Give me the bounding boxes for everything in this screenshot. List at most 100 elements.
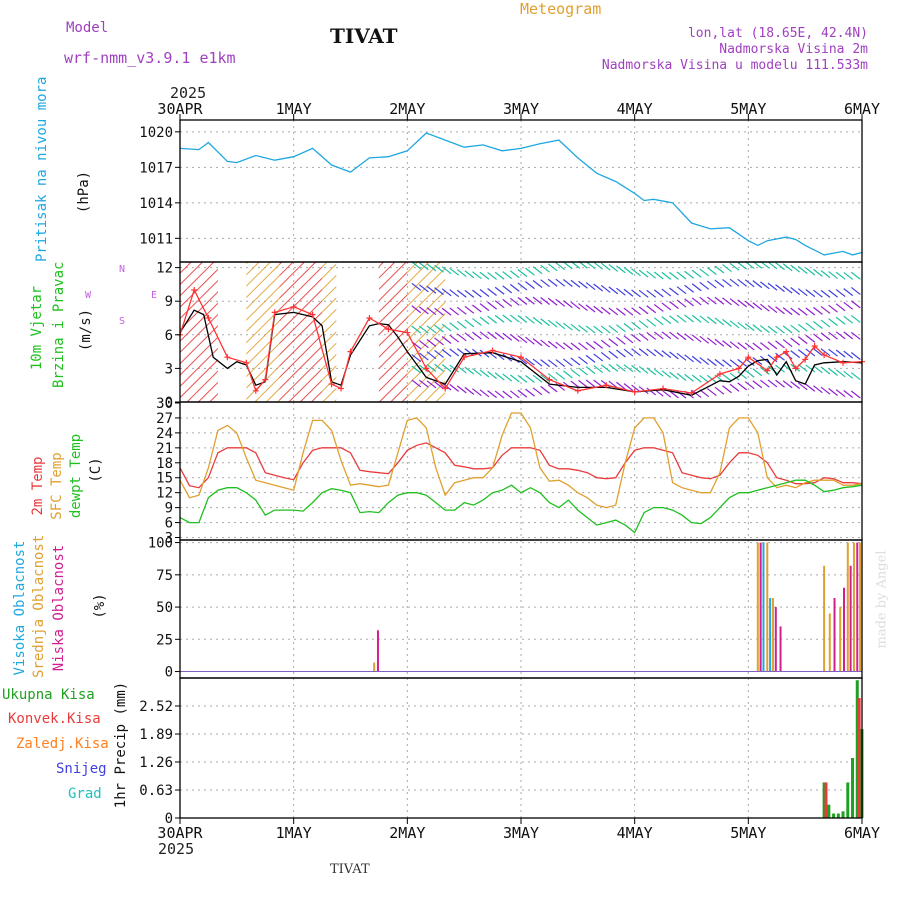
wind-arrow — [638, 348, 649, 357]
x-tick-label-bottom: 3MAY — [503, 824, 539, 842]
wind-arrow — [850, 286, 861, 295]
wind-gust-marker — [328, 381, 335, 388]
wind-arrow — [479, 316, 490, 325]
wind-arrow — [494, 300, 505, 309]
wind-arrow — [525, 296, 535, 305]
wind-arrow — [699, 315, 710, 324]
wind-arrow — [570, 368, 581, 377]
wind-arrow — [593, 340, 604, 349]
wind-arrow — [525, 336, 535, 345]
x-tick-label-top: 6MAY — [844, 100, 880, 118]
wind-arrow — [502, 271, 513, 280]
wind-gust-marker — [631, 388, 638, 395]
wind-arrow — [699, 268, 710, 277]
wind-arrow — [608, 263, 619, 272]
wind-arrow — [441, 323, 452, 332]
wind-arrow — [593, 283, 604, 292]
precip-bar-conv — [824, 782, 828, 818]
wind-arrow — [706, 280, 717, 289]
wind-arrow — [411, 379, 422, 388]
wind-arrow — [820, 366, 831, 375]
wind-arrow-row — [411, 314, 861, 334]
wind-arrow — [729, 320, 740, 329]
wind-arrow — [737, 299, 748, 308]
wind-arrow — [706, 337, 717, 346]
wind-arrow — [797, 307, 808, 316]
x-tick-label-top: 1MAY — [276, 100, 312, 118]
wind-arrow — [449, 322, 460, 331]
wind-arrow — [517, 389, 528, 398]
wind-arrow — [517, 335, 528, 344]
gust-hatch-area — [246, 262, 280, 402]
wind-arrow — [722, 264, 732, 273]
wind-arrow — [593, 305, 604, 314]
wind-arrow — [540, 385, 550, 394]
wind-arrow — [456, 269, 467, 278]
wind-arrow — [479, 288, 490, 297]
wind-arrow — [782, 339, 793, 348]
wind-arrow — [691, 374, 702, 383]
wind-arrow — [585, 304, 596, 313]
wind-arrow — [638, 332, 649, 341]
model-name: wrf-nmm_v3.9.1 e1km — [64, 49, 236, 67]
wind-gust-marker — [271, 309, 278, 316]
wind-arrow — [479, 389, 490, 398]
wind-arrow — [684, 314, 694, 323]
wind-arrow — [638, 289, 649, 298]
wind-arrow — [813, 289, 823, 298]
elevation-label: Nadmorska Visina 2m — [719, 42, 868, 57]
wind-arrow — [525, 388, 535, 397]
wind-arrow — [426, 285, 437, 294]
y-tick-label: 2.52 — [139, 699, 173, 715]
y-tick-label: 15 — [156, 471, 173, 487]
wind-arrow — [775, 379, 785, 388]
wind-arrow — [722, 359, 732, 368]
wind-arrow — [631, 348, 641, 357]
wind-arrow — [775, 340, 785, 349]
clouds-bar-low — [779, 626, 782, 672]
wind-arrow — [843, 301, 854, 310]
wind-arrow — [449, 267, 460, 276]
wind-arrow — [464, 348, 475, 357]
wind-arrow — [691, 314, 702, 323]
wind-arrow — [820, 332, 831, 341]
clouds-bar-mid — [828, 613, 831, 672]
y-tick-label: 100 — [148, 536, 173, 552]
wind-arrow — [509, 374, 520, 383]
wind-arrow — [828, 367, 838, 376]
wind-arrow — [555, 262, 566, 271]
wind-arrow — [547, 384, 558, 393]
wind-arrow — [555, 278, 566, 287]
clouds-bar-mid — [766, 542, 769, 672]
wind-arrow — [638, 386, 649, 395]
wind-arrow — [820, 348, 831, 357]
wind-arrow — [729, 262, 740, 271]
wind-arrow — [813, 365, 823, 374]
wind-arrow — [472, 289, 482, 298]
wind-arrow — [706, 296, 717, 305]
wind-arrow — [790, 381, 801, 390]
wind-arrow — [585, 379, 596, 388]
wind-arrow — [744, 261, 755, 270]
wind-arrow — [540, 279, 550, 288]
wind-arrow — [600, 284, 611, 293]
precip-legend-ice: Zaledj.Kisa — [16, 736, 109, 752]
wind-arrow — [661, 271, 672, 280]
wind-arrow — [593, 365, 604, 374]
wind-arrow — [464, 386, 475, 395]
gust-hatch-area — [180, 262, 218, 402]
wind-arrow — [646, 318, 657, 327]
precip-bar-total — [832, 813, 836, 818]
y-tick-label: 1020 — [139, 125, 173, 141]
wind-gust-marker — [546, 376, 553, 383]
wind-arrow — [775, 284, 785, 293]
wind-arrow — [600, 351, 611, 360]
wind-arrow — [653, 368, 664, 377]
wind-arrow — [843, 331, 854, 340]
wind-arrow — [441, 307, 452, 316]
wind-arrow — [737, 342, 748, 350]
wind-arrow — [669, 301, 679, 309]
wind-arrow — [676, 352, 687, 361]
wind-arrow — [411, 365, 422, 374]
wind-arrow — [850, 352, 861, 360]
